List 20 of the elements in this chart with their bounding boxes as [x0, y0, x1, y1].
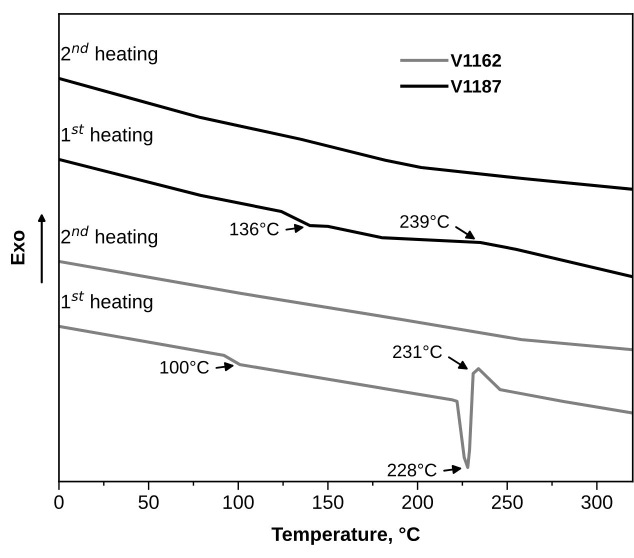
x-tick-label: 250 — [492, 495, 523, 510]
y-axis-title: Exo — [10, 230, 25, 264]
legend-label: V1187 — [450, 80, 501, 93]
annotation: 2$^{nd}$ heating — [61, 226, 158, 248]
annotation: 1$^{st}$ heating — [62, 124, 152, 146]
annotation: 100°C — [160, 360, 209, 374]
annotation: 1$^{st}$ heating — [62, 291, 152, 312]
x-axis-title: Temperature, °C — [272, 527, 420, 545]
x-tick-label: 0 — [54, 495, 64, 510]
x-tick-label: 300 — [581, 495, 612, 510]
annotation: 239°C — [400, 215, 450, 228]
x-tick-label: 100 — [224, 495, 254, 510]
annotation: 136°C — [230, 222, 279, 236]
annotation: 2$^{nd}$ heating — [61, 42, 158, 64]
x-tick-label: 50 — [138, 495, 159, 510]
annotation: 228°C — [388, 464, 437, 476]
x-tick-label: 200 — [402, 495, 434, 510]
legend-label: V1162 — [450, 54, 502, 67]
annotation: 231°C — [393, 345, 442, 358]
x-tick-label: 150 — [313, 495, 344, 510]
